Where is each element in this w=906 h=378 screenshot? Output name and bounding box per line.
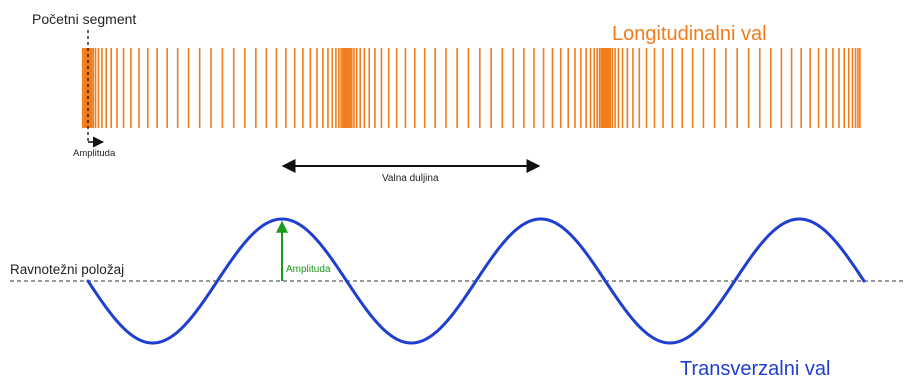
initial-segment-label: Početni segment [32, 11, 136, 27]
transverse-wave-title: Transverzalni val [680, 358, 830, 378]
longitudinal-amplitude-label: Amplituda [73, 148, 116, 159]
longitudinal-wave-title: Longitudinalni val [612, 23, 767, 45]
equilibrium-label: Ravnotežni položaj [10, 262, 124, 277]
longitudinal-wave-lines [81, 48, 861, 128]
wavelength-label: Valna duljina [382, 173, 439, 184]
transverse-amplitude-label: Amplituda [286, 264, 331, 275]
transverse-wave-curve [86, 217, 866, 345]
